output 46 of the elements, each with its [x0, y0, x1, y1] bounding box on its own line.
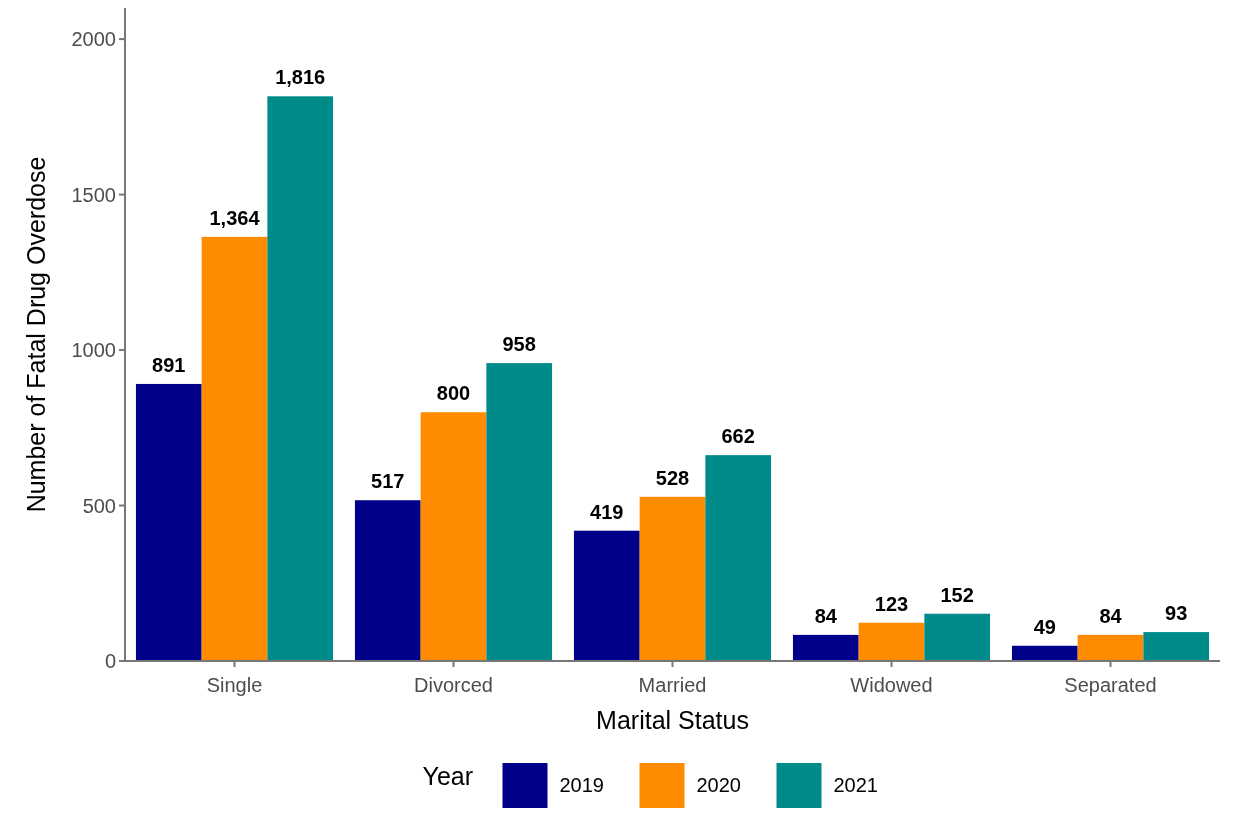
bar — [1077, 634, 1144, 661]
bar — [1011, 645, 1078, 661]
y-axis-title: Number of Fatal Drug Overdose — [22, 156, 50, 513]
data-label: 528 — [655, 466, 690, 489]
x-tick-label: Single — [206, 674, 263, 696]
legend-label: 2020 — [696, 774, 741, 796]
data-label: 84 — [1099, 604, 1123, 627]
bar — [858, 622, 925, 661]
x-tick-label: Married — [638, 674, 707, 696]
x-tick-label: Divorced — [414, 674, 493, 696]
data-label: 152 — [940, 583, 974, 606]
y-tick-label: 500 — [82, 494, 116, 517]
y-tick-label: 2000 — [71, 28, 116, 51]
legend-title: Year — [422, 762, 474, 790]
bar — [705, 455, 772, 661]
bar — [573, 530, 640, 661]
bar — [924, 613, 991, 661]
data-label: 662 — [721, 425, 755, 448]
bar — [639, 496, 706, 661]
data-label: 123 — [874, 592, 909, 615]
data-label: 419 — [590, 500, 624, 523]
data-label: 49 — [1033, 615, 1056, 638]
bar — [486, 363, 553, 661]
legend-label: 2019 — [559, 774, 604, 796]
x-axis-title: Marital Status — [596, 706, 749, 734]
x-tick-label: Separated — [1064, 674, 1157, 696]
y-tick-label: 1000 — [71, 339, 116, 362]
y-tick-label: 0 — [104, 650, 116, 672]
data-label: 1,364 — [209, 206, 261, 229]
bar — [420, 412, 487, 661]
bar — [1143, 632, 1210, 661]
data-label: 958 — [502, 333, 536, 356]
bar — [267, 96, 334, 661]
bar — [201, 236, 268, 661]
data-label: 93 — [1165, 602, 1188, 625]
x-tick-label: Widowed — [850, 674, 933, 696]
bar — [135, 383, 202, 661]
data-label: 1,816 — [275, 66, 326, 89]
bar — [792, 634, 859, 661]
data-label: 517 — [371, 470, 405, 493]
legend-label: 2021 — [833, 774, 878, 796]
data-label: 84 — [814, 604, 838, 627]
data-label: 800 — [436, 382, 471, 405]
bar — [354, 500, 421, 661]
y-tick-label: 1500 — [71, 183, 116, 206]
data-label: 891 — [152, 353, 186, 376]
